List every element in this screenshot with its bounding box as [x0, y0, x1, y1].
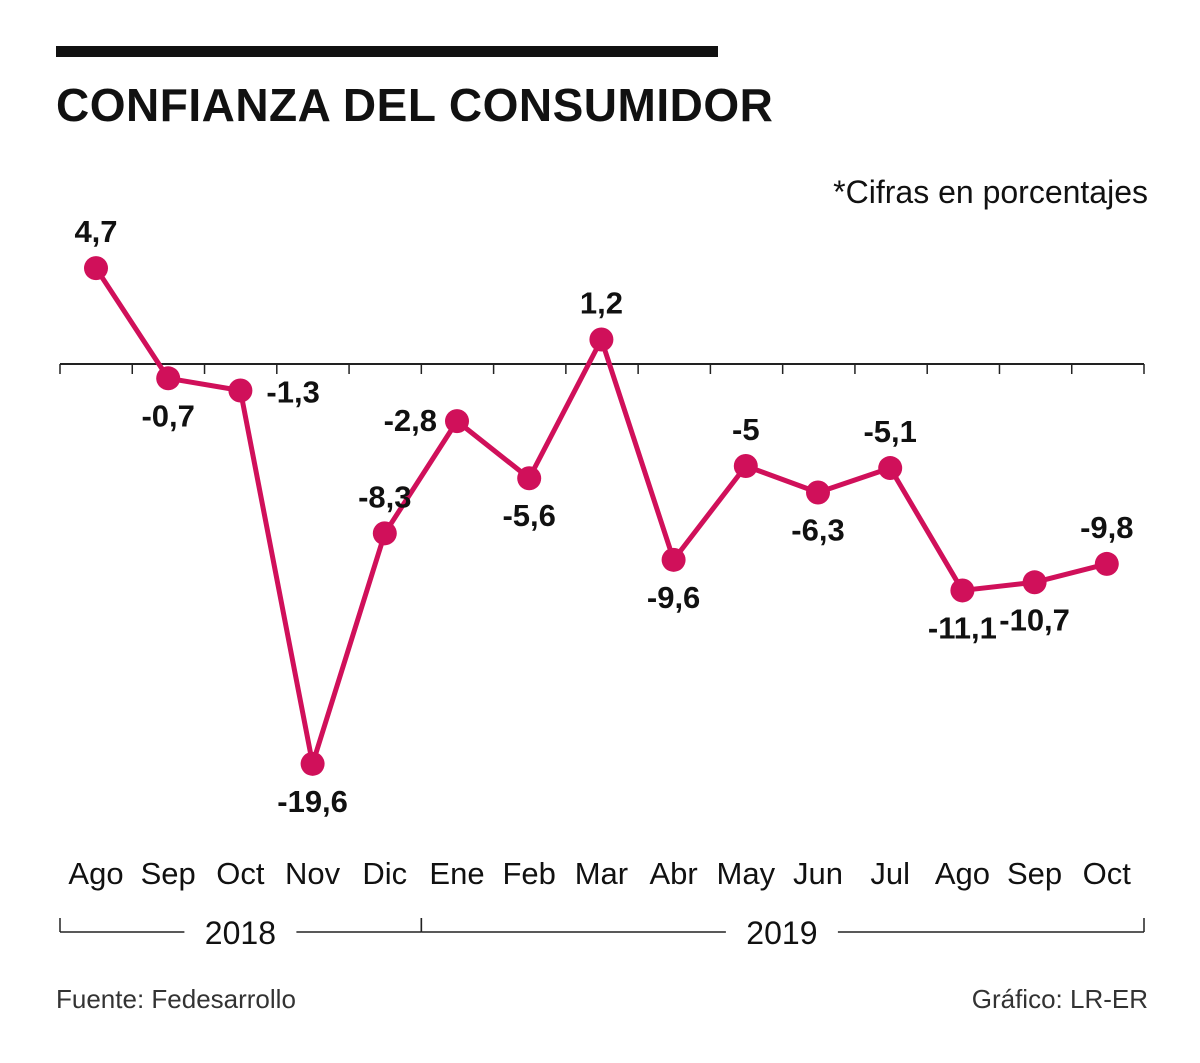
x-tick-label: Oct: [216, 856, 265, 891]
data-point: [589, 327, 614, 352]
x-tick-label: Nov: [285, 856, 341, 891]
credit-label: Gráfico: LR-ER: [971, 984, 1148, 1014]
data-label: -19,6: [277, 784, 348, 819]
data-point: [84, 256, 108, 281]
data-label: -10,7: [999, 602, 1070, 637]
data-point: [445, 409, 469, 434]
x-tick-label: Mar: [575, 856, 628, 891]
data-point: [878, 456, 903, 481]
data-label: -0,7: [141, 398, 194, 433]
x-tick-label: Ene: [429, 856, 484, 891]
data-label: 4,7: [74, 214, 117, 249]
data-point: [228, 378, 253, 403]
x-tick-label: Ago: [68, 856, 123, 891]
x-tick-label: May: [717, 856, 776, 891]
data-point: [1022, 570, 1047, 595]
data-point: [372, 521, 397, 546]
data-point: [661, 547, 686, 572]
units-note: *Cifras en porcentajes: [833, 174, 1148, 210]
x-tick-label: Ago: [935, 856, 990, 891]
x-tick-label: Dic: [362, 856, 407, 891]
data-point: [733, 454, 758, 478]
data-label: 1,2: [580, 286, 623, 321]
data-point: [806, 480, 830, 505]
year-label: 2019: [746, 915, 817, 951]
data-label: -5,6: [502, 498, 555, 533]
x-tick-label: Feb: [502, 856, 555, 891]
data-point: [156, 366, 181, 391]
data-label: -5,1: [863, 414, 916, 449]
data-label: -8,3: [358, 479, 411, 514]
data-label: -5: [732, 412, 760, 447]
data-label: -9,6: [647, 580, 700, 615]
data-label: -1,3: [266, 375, 319, 410]
x-tick-label: Jul: [870, 856, 910, 891]
x-tick-label: Jun: [793, 856, 843, 891]
data-label: -11,1: [928, 610, 997, 645]
x-tick-label: Abr: [649, 856, 697, 891]
x-tick-label: Sep: [141, 856, 196, 891]
x-tick-label: Sep: [1007, 856, 1062, 891]
source-label: Fuente: Fedesarrollo: [56, 984, 296, 1014]
data-point: [300, 751, 325, 776]
chart-title: CONFIANZA DEL CONSUMIDOR: [56, 79, 774, 131]
data-label: -2,8: [384, 403, 437, 438]
data-label: -9,8: [1080, 510, 1133, 545]
year-label: 2018: [205, 915, 276, 951]
data-point: [517, 466, 542, 491]
data-label: -6,3: [791, 513, 844, 548]
x-tick-label: Oct: [1083, 856, 1132, 891]
data-point: [950, 578, 975, 603]
title-rule: [56, 46, 718, 57]
data-point: [1094, 551, 1119, 576]
